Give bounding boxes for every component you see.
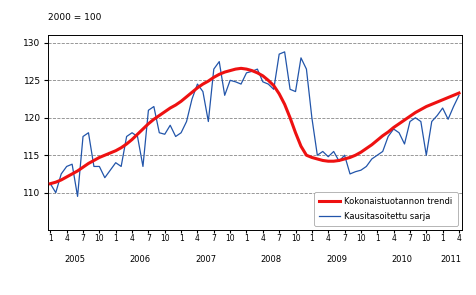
Text: 2011: 2011 [440, 255, 461, 264]
Text: 2006: 2006 [129, 255, 151, 264]
Text: 2005: 2005 [64, 255, 85, 264]
Text: 2009: 2009 [326, 255, 347, 264]
Text: 2010: 2010 [391, 255, 412, 264]
Text: 2000 = 100: 2000 = 100 [48, 13, 101, 22]
Text: 2008: 2008 [260, 255, 282, 264]
Text: 2007: 2007 [195, 255, 216, 264]
Legend: Kokonaistuotannon trendi, Kausitasoitettu sarja: Kokonaistuotannon trendi, Kausitasoitett… [314, 192, 457, 226]
